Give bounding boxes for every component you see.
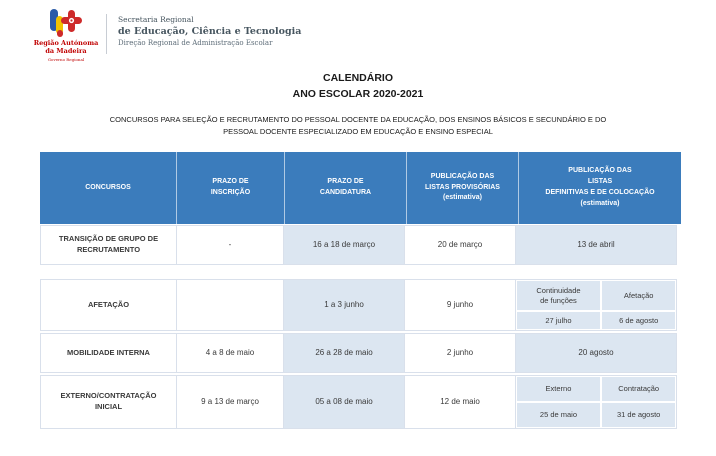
cell-inscricao — [176, 279, 284, 331]
page-title: CALENDÁRIO ANO ESCOLAR 2020-2021 — [0, 71, 716, 103]
cell-provisorias: 2 junho — [404, 333, 516, 373]
row-name: TRANSIÇÃO DE GRUPO DE RECRUTAMENTO — [40, 225, 177, 265]
split-date: 27 julho — [517, 312, 600, 329]
table-row-mobilidade: MOBILIDADE INTERNA 4 a 8 de maio 26 a 28… — [40, 333, 681, 373]
title-line2: ANO ESCOLAR 2020-2021 — [292, 87, 424, 100]
col-header-concursos: CONCURSOS — [40, 152, 177, 224]
split-date: 6 de agosto — [602, 312, 675, 329]
split-date: 31 de agosto — [602, 403, 675, 427]
cell-definitivas: 13 de abril — [515, 225, 677, 265]
cell-definitivas-split: Externo Contratação 25 de maio 31 de ago… — [515, 375, 677, 429]
cell-inscricao: - — [176, 225, 284, 265]
table-row-transicao: TRANSIÇÃO DE GRUPO DE RECRUTAMENTO - 16 … — [40, 225, 681, 265]
table-row-externo: EXTERNO/CONTRATAÇÃO INICIAL 9 a 13 de ma… — [40, 375, 681, 429]
cell-provisorias: 12 de maio — [404, 375, 516, 429]
secretariat-line3: Direção Regional de Administração Escola… — [118, 39, 273, 48]
cell-inscricao: 9 a 13 de março — [176, 375, 284, 429]
table-row-afetacao: AFETAÇÃO 1 a 3 junho 9 junho Continuidad… — [40, 279, 681, 331]
secretariat-line2: de Educação, Ciência e Tecnologia — [118, 25, 302, 37]
cell-candidatura: 26 a 28 de maio — [283, 333, 405, 373]
region-name: Região Autónoma da Madeira — [33, 39, 99, 55]
page-subtitle: CONCURSOS PARA SELEÇÃO E RECRUTAMENTO DO… — [109, 115, 607, 136]
split-grid: Externo Contratação 25 de maio 31 de ago… — [517, 377, 675, 427]
government-label: Governo Regional — [47, 56, 85, 62]
secretariat-line1: Secretaria Regional — [118, 15, 194, 24]
title-line1: CALENDÁRIO — [323, 72, 393, 84]
madeira-logo: Região Autónoma da Madeira Governo Regio… — [28, 8, 104, 62]
col-header-listas-provisorias: PUBLICAÇÃO DAS LISTAS PROVISÓRIAS (estim… — [407, 152, 519, 224]
cell-candidatura: 16 a 18 de março — [283, 225, 405, 265]
split-label: Externo — [517, 377, 600, 401]
brand-divider — [106, 14, 107, 54]
col-header-prazo-inscricao: PRAZO DE INSCRIÇÃO — [177, 152, 285, 224]
split-grid: Continuidade de funções Afetação 27 julh… — [517, 281, 675, 329]
split-label: Contratação — [602, 377, 675, 401]
madeira-crest-icon — [50, 9, 82, 37]
col-header-prazo-candidatura: PRAZO DE CANDIDATURA — [285, 152, 407, 224]
cell-inscricao: 4 a 8 de maio — [176, 333, 284, 373]
split-label: Continuidade de funções — [517, 281, 600, 310]
row-name: AFETAÇÃO — [40, 279, 177, 331]
col-header-listas-definitivas: PUBLICAÇÃO DAS LISTAS DEFINITIVAS E DE C… — [545, 167, 655, 207]
secretariat-block: Secretaria Regional de Educação, Ciência… — [118, 15, 301, 48]
cell-definitivas-split: Continuidade de funções Afetação 27 julh… — [515, 279, 677, 331]
split-label: Afetação — [602, 281, 675, 310]
cell-candidatura: 05 a 08 de maio — [283, 375, 405, 429]
cell-provisorias: 20 de março — [404, 225, 516, 265]
table-header-row: CONCURSOS PRAZO DE INSCRIÇÃO PRAZO DE CA… — [40, 152, 681, 224]
row-name: MOBILIDADE INTERNA — [40, 333, 177, 373]
cell-provisorias: 9 junho — [404, 279, 516, 331]
cell-candidatura: 1 a 3 junho — [283, 279, 405, 331]
cell-definitivas: 20 agosto — [515, 333, 677, 373]
calendar-table: CONCURSOS PRAZO DE INSCRIÇÃO PRAZO DE CA… — [40, 152, 681, 429]
row-name: EXTERNO/CONTRATAÇÃO INICIAL — [40, 375, 177, 429]
split-date: 25 de maio — [517, 403, 600, 427]
